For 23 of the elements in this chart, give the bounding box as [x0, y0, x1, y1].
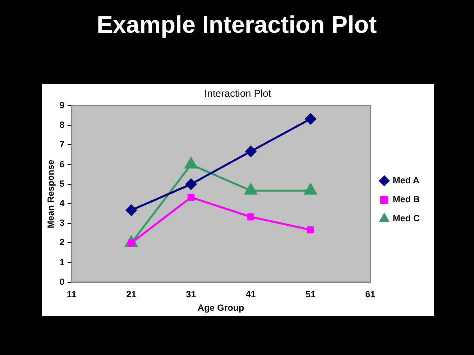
chart-subtitle: Interaction Plot: [204, 88, 272, 100]
y-tick-label: 6: [60, 159, 65, 170]
chart-title: Example Interaction Plot: [96, 12, 378, 40]
y-tick-label: 3: [60, 218, 65, 228]
y-axis-title: Mean Response: [46, 160, 56, 228]
y-tick-label: 9: [60, 100, 65, 110]
x-tick-label: 51: [306, 289, 316, 300]
x-tick-label: 41: [246, 289, 256, 300]
legend-label: Med C: [393, 213, 420, 224]
x-tick-label: 31: [186, 289, 196, 300]
legend-label: Med A: [393, 175, 420, 186]
x-tick-label: 21: [126, 289, 137, 300]
y-tick-label: 7: [60, 140, 65, 150]
x-axis-title: Age Group: [198, 303, 245, 314]
y-tick-label: 2: [60, 238, 65, 248]
y-tick-label: 0: [60, 276, 65, 287]
x-tick-label: 11: [67, 289, 77, 300]
x-tick-label: 61: [365, 289, 376, 300]
legend-label: Med B: [393, 194, 420, 204]
y-tick-label: 5: [60, 178, 65, 189]
y-tick-label: 8: [60, 120, 65, 130]
y-tick-label: 4: [60, 198, 65, 208]
y-tick-label: 1: [60, 257, 65, 268]
